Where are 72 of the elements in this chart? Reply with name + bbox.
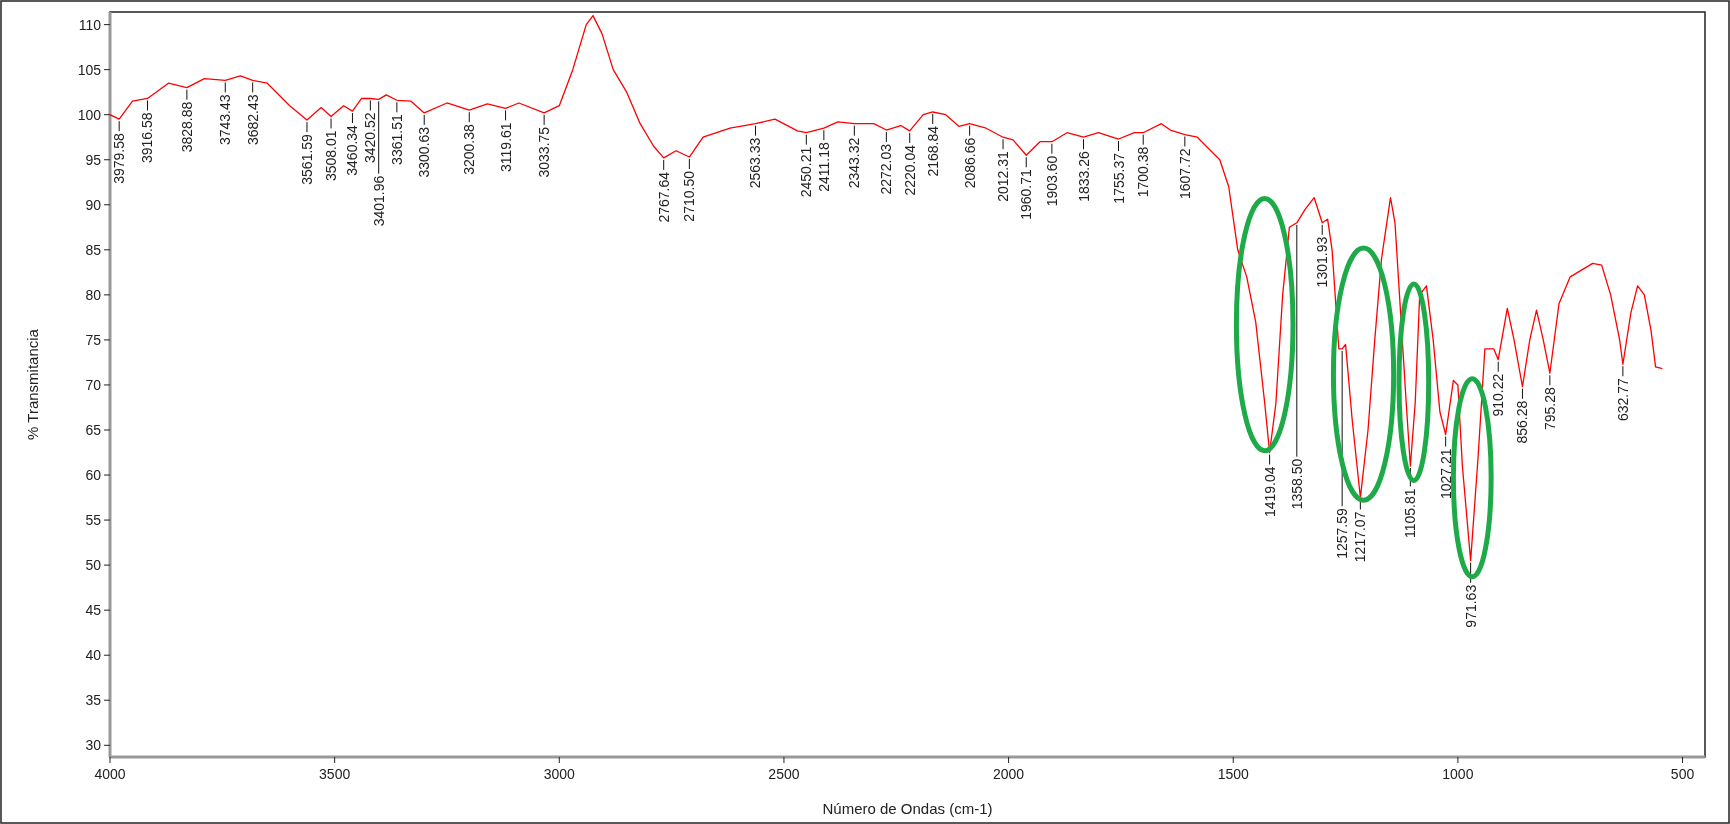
annotation: 1833.26 — [1075, 151, 1092, 202]
annotation: 1217.07 — [1352, 511, 1369, 563]
annotation: 3460.34 — [344, 124, 361, 176]
x-axis-title: Número de Ondas (cm-1) — [822, 800, 993, 817]
y-tick-label: 30 — [85, 737, 102, 754]
y-tick-label: 50 — [85, 557, 102, 574]
annotation: 1358.50 — [1288, 458, 1305, 510]
annotation: 3420.52 — [362, 112, 379, 164]
y-tick-label: 100 — [77, 106, 102, 123]
x-tick-label: 1500 — [1217, 766, 1250, 782]
x-tick-label: 500 — [1670, 766, 1695, 782]
y-tick-label: 90 — [85, 196, 102, 213]
annotation: 2767.64 — [655, 171, 672, 223]
annotation: 856.28 — [1514, 400, 1531, 444]
y-tick-label: 70 — [85, 376, 102, 393]
x-tick-label: 1000 — [1442, 766, 1474, 782]
y-tick-label: 65 — [85, 421, 102, 438]
annotation: 1301.93 — [1314, 236, 1331, 288]
annotation: 1903.60 — [1043, 155, 1060, 207]
annotation: 3361.51 — [388, 114, 405, 165]
annotation: 1027.21 — [1437, 448, 1454, 500]
y-tick-label: 40 — [85, 647, 102, 664]
annotation: 3119.61 — [497, 122, 514, 172]
y-tick-label: 95 — [85, 151, 102, 168]
annotation: 3916.58 — [139, 112, 156, 164]
annotation: 2450.21 — [798, 146, 815, 198]
y-tick-label: 60 — [85, 466, 102, 483]
annotation: 910.22 — [1490, 373, 1507, 417]
annotation: 3743.43 — [217, 94, 234, 146]
annotation: 2168.84 — [924, 125, 941, 177]
annotation: 3033.75 — [536, 126, 553, 178]
annotation: 795.28 — [1541, 387, 1558, 431]
annotation: 2710.50 — [681, 170, 698, 222]
y-axis-title: % Transmitancia — [24, 328, 41, 440]
y-tick-label: 75 — [85, 331, 102, 348]
annotation: 2012.31 — [995, 151, 1012, 202]
y-tick-label: 55 — [85, 511, 102, 528]
y-tick-label: 35 — [85, 692, 102, 709]
annotation: 1105.81 — [1402, 488, 1419, 539]
annotation: 3300.63 — [416, 126, 433, 178]
annotation: 2272.03 — [878, 143, 895, 195]
annotation: 3682.43 — [244, 94, 261, 146]
annotation: 1960.71 — [1018, 169, 1035, 220]
annotation: 632.77 — [1614, 378, 1631, 422]
annotation: 2411.18 — [815, 142, 832, 192]
annotation: 3561.59 — [298, 133, 315, 185]
y-tick-label: 85 — [85, 241, 102, 258]
y-tick-label: 110 — [78, 16, 102, 33]
x-tick-label: 2500 — [768, 766, 800, 782]
annotation: 1257.59 — [1334, 508, 1351, 559]
y-tick-label: 105 — [77, 61, 102, 78]
line-series — [110, 14, 1663, 562]
x-tick-label: 3500 — [319, 766, 351, 782]
y-tick-label: 80 — [85, 286, 102, 303]
annotation: 971.63 — [1462, 584, 1479, 628]
annotation: 2563.33 — [747, 137, 764, 189]
x-tick-label: 4000 — [94, 766, 126, 782]
annotation: 3508.01 — [323, 130, 340, 182]
x-tick-label: 3000 — [543, 766, 576, 782]
x-tick-label: 2000 — [993, 766, 1025, 782]
annotation: 1700.38 — [1135, 146, 1152, 198]
annotation: 2343.32 — [846, 137, 863, 189]
annotation: 2220.04 — [901, 144, 918, 196]
y-tick-label: 45 — [85, 602, 102, 619]
annotation: 3828.88 — [178, 101, 195, 153]
annotation: 1419.04 — [1261, 466, 1278, 518]
annotation: 1755.37 — [1110, 152, 1127, 204]
annotation: 3200.38 — [461, 123, 478, 175]
annotation: 2086.66 — [961, 137, 978, 189]
annotation: 3979.58 — [111, 132, 128, 184]
annotation: 1607.72 — [1176, 148, 1193, 200]
annotation: 3401.96 — [370, 175, 387, 227]
